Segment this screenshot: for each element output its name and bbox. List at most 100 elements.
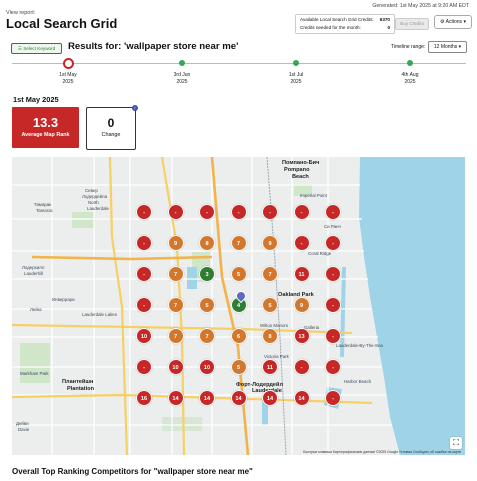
rank-pin-r4-c5[interactable]: 5: [262, 297, 278, 313]
map-place-label: Lauderhill: [24, 271, 44, 276]
rank-pin-r1-c5[interactable]: -: [262, 204, 278, 220]
timeline-date-label: 3rd Jun 2025: [162, 72, 202, 86]
rank-pin-r7-c3[interactable]: 14: [199, 390, 215, 406]
rank-pin-r6-c3[interactable]: 10: [199, 359, 215, 375]
rank-pin-r1-c7[interactable]: -: [325, 204, 341, 220]
list-icon: ☰: [17, 46, 22, 51]
rank-pin-r4-c3[interactable]: 5: [199, 297, 215, 313]
results-title: Results for: 'wallpaper store near me': [68, 41, 239, 52]
timeline-year: 2025: [62, 79, 74, 85]
fullscreen-icon[interactable]: ⛶: [450, 437, 462, 449]
timeline-point-1[interactable]: [63, 58, 74, 69]
rank-pin-r5-c7[interactable]: -: [325, 328, 341, 344]
rank-pin-r2-c6[interactable]: -: [293, 235, 310, 251]
rank-pin-r6-c7[interactable]: -: [325, 359, 341, 375]
map-place-label: Lauderdale Lakes: [82, 312, 117, 317]
rank-pin-r1-c2[interactable]: -: [167, 204, 184, 220]
rank-pin-r5-c4[interactable]: 6: [230, 328, 247, 344]
rank-pin-r1-c6[interactable]: -: [293, 204, 310, 220]
rank-pin-r3-c5[interactable]: 7: [262, 266, 278, 282]
credits-panel: Available Local Search Grid Credits: 637…: [295, 14, 429, 34]
rank-pin-r3-c4[interactable]: 5: [230, 266, 247, 282]
map-place-label: Markham Park: [20, 371, 49, 376]
map-place-label: Лейкс: [30, 307, 42, 312]
map-place-label: North: [88, 200, 99, 205]
rank-pin-r3-c2[interactable]: 7: [167, 266, 184, 282]
rank-pin-r6-c2[interactable]: 10: [167, 359, 184, 375]
available-credits-value: 6370: [379, 17, 390, 22]
timeline-year: 2025: [176, 79, 188, 85]
generated-timestamp: Generated: 1st May 2025 at 9:20 AM EDT: [372, 3, 469, 9]
timeline-date-label: 4th Aug 2025: [390, 72, 430, 86]
needed-credits-label: Credits needed for the month:: [300, 25, 361, 30]
rank-pin-r3-c3[interactable]: 3: [199, 266, 215, 282]
rank-pin-r7-c5[interactable]: 14: [262, 390, 278, 406]
rank-pin-r7-c4[interactable]: 14: [230, 390, 247, 406]
rank-pin-r4-c1[interactable]: -: [136, 297, 152, 313]
timeline-date: 4th Aug: [401, 72, 419, 78]
map-place-label: Wilton Manors: [260, 323, 289, 328]
rank-pin-r7-c1[interactable]: 16: [136, 390, 152, 406]
rank-pin-r6-c5[interactable]: 11: [262, 359, 278, 375]
map-place-label: Tamarac: [36, 208, 53, 213]
rank-pin-r2-c5[interactable]: 9: [262, 235, 278, 251]
select-keyword-button[interactable]: ☰ Select Keyword: [11, 43, 62, 54]
needed-credits-value: 0: [387, 25, 390, 30]
rank-pin-r7-c2[interactable]: 14: [167, 390, 184, 406]
rank-pin-r1-c1[interactable]: -: [136, 204, 152, 220]
timeline-track: [12, 63, 466, 64]
rank-pin-r4-c7[interactable]: -: [325, 297, 341, 313]
rank-pin-r4-c2[interactable]: 7: [167, 297, 184, 313]
map-place-label: Дейви: [16, 421, 29, 426]
rank-pin-r3-c7[interactable]: -: [325, 266, 341, 282]
rank-pin-r1-c3[interactable]: -: [199, 204, 215, 220]
rank-pin-r1-c4[interactable]: -: [230, 204, 247, 220]
timeline-range-label: Timeline range:: [391, 44, 426, 50]
rank-pin-r2-c3[interactable]: 8: [199, 235, 215, 251]
map-place-label: Pompano: [284, 167, 310, 173]
rank-pin-r7-c7[interactable]: -: [325, 390, 341, 406]
rank-pin-r6-c6[interactable]: -: [293, 359, 310, 375]
timeline-point-3[interactable]: [293, 60, 299, 66]
timeline-date: 1st Jul: [288, 72, 304, 78]
rank-pin-r6-c1[interactable]: -: [136, 359, 152, 375]
timeline-point-2[interactable]: [179, 60, 185, 66]
view-report-label: View report:: [6, 10, 36, 16]
rank-pin-r4-c6[interactable]: 9: [293, 297, 310, 313]
rank-pin-r2-c2[interactable]: 9: [167, 235, 184, 251]
rank-pin-r3-c6[interactable]: 11: [293, 266, 310, 282]
actions-button[interactable]: ⚙ Actions ▾: [434, 15, 472, 29]
select-keyword-label: Select Keyword: [23, 46, 56, 51]
current-date-heading: 1st May 2025: [13, 95, 59, 104]
map-place-label: Форт-Лодердейл: [236, 382, 283, 388]
change-label: Change: [101, 132, 121, 138]
map-place-label: Lauderdale: [87, 206, 109, 211]
rank-pin-r2-c1[interactable]: -: [136, 235, 152, 251]
map-place-label: Coral Ridge: [308, 251, 332, 256]
timeline-date-label: 1st May 2025: [48, 72, 88, 86]
rank-pin-r5-c5[interactable]: 8: [262, 328, 278, 344]
change-value: 0: [107, 116, 115, 130]
average-map-rank-label: Average Map Rank: [21, 132, 70, 138]
map-place-label: Лодердейла: [82, 194, 108, 199]
rank-pin-r6-c4[interactable]: 5: [230, 359, 247, 375]
rank-pin-r5-c6[interactable]: 13: [293, 328, 310, 344]
map-place-label: Помпано-Бич: [282, 160, 320, 166]
rank-pin-r5-c1[interactable]: 10: [136, 328, 152, 344]
rank-pin-r5-c3[interactable]: 7: [199, 328, 215, 344]
info-icon[interactable]: i: [132, 105, 138, 111]
timeline-range-select[interactable]: 12 Months ▾: [428, 41, 467, 53]
map-place-label: Плантейшн: [62, 379, 94, 385]
rank-grid-map[interactable]: Помпано-Бич Pompano Beach Север Лодердейла No…: [12, 157, 465, 455]
rank-pin-r3-c1[interactable]: -: [136, 266, 152, 282]
timeline-point-4[interactable]: [407, 60, 413, 66]
rank-pin-r7-c6[interactable]: 14: [293, 390, 310, 406]
rank-pin-r5-c2[interactable]: 7: [167, 328, 184, 344]
buy-credits-button[interactable]: Buy Credits: [395, 18, 429, 30]
rank-pin-r2-c7[interactable]: -: [325, 235, 341, 251]
map-place-label: Лодерхилл: [22, 265, 45, 270]
map-place-label: Plantation: [67, 386, 95, 392]
rank-pin-r2-c4[interactable]: 7: [230, 235, 247, 251]
map-place-label: Инверрари: [52, 297, 75, 302]
map-place-label: Север: [85, 188, 98, 193]
